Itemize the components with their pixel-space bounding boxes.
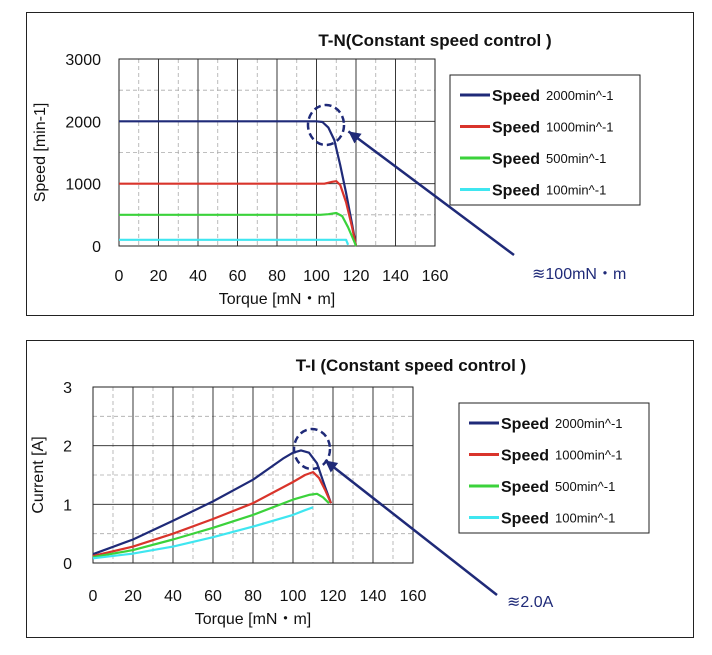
tn-chart: T-N(Constant speed control ) 0 20 40 60 80 100… — [32, 31, 641, 308]
ti-x-tick-label: 140 — [360, 588, 387, 605]
tn-legend-label: Speed — [492, 120, 540, 137]
ti-legend-label: Speed — [501, 448, 549, 465]
tn-x-tick-label: 0 — [115, 268, 124, 285]
ti-series-line-2000min1 — [92, 449, 333, 556]
ti-series-line-100min1 — [92, 506, 314, 560]
ti-chart-panel: T-I (Constant speed control ) 0 20 40 60 80 10… — [26, 340, 694, 638]
ti-legend-suffix: 2000min^-1 — [555, 416, 623, 431]
tn-y-tick-label: 3000 — [65, 52, 101, 69]
tn-chart-panel: T-N(Constant speed control ) 0 20 40 60 80 100… — [26, 12, 694, 316]
ti-y-tick-label: 0 — [63, 556, 72, 573]
tn-series-line-2000min1 — [119, 120, 358, 247]
ti-x-tick-label: 100 — [280, 588, 307, 605]
tn-series-line-100min1 — [119, 238, 350, 246]
tn-legend-label: Speed — [492, 151, 540, 168]
tn-annotation-arrow — [347, 130, 515, 257]
tn-legend-suffix: 100min^-1 — [546, 183, 606, 198]
ti-annotation-circle — [292, 427, 332, 471]
tn-y-axis-label: Speed [min-1] — [32, 103, 49, 203]
tn-x-tick-label: 100 — [303, 268, 330, 285]
ti-x-tick-label: 160 — [400, 588, 427, 605]
ti-y-tick-label: 1 — [63, 497, 72, 514]
tn-annotation-circle — [306, 103, 346, 147]
ti-legend-suffix: 100min^-1 — [555, 511, 615, 526]
ti-legend-label: Speed — [501, 511, 549, 528]
tn-x-tick-label: 80 — [268, 268, 286, 285]
tn-x-tick-label: 120 — [343, 268, 370, 285]
ti-legend — [458, 402, 650, 534]
ti-legend-label: Speed — [501, 416, 549, 433]
tn-series-line-1000min1 — [119, 180, 358, 247]
tn-annotation-arrowhead — [348, 131, 362, 144]
tn-x-tick-label: 160 — [422, 268, 449, 285]
tn-x-axis-label: Torque [mN・m] — [219, 291, 335, 308]
tn-grid — [119, 59, 435, 246]
tn-legend-label: Speed — [492, 88, 540, 105]
tn-x-tick-label: 60 — [229, 268, 247, 285]
ti-plot-area — [92, 386, 414, 564]
ti-x-tick-label: 120 — [320, 588, 347, 605]
ti-annotation-arrow — [324, 459, 498, 596]
tn-series-line-500min1 — [119, 211, 358, 247]
ti-series-line-500min1 — [92, 492, 330, 559]
ti-legend-suffix: 500min^-1 — [555, 479, 615, 494]
tn-legend — [449, 74, 641, 206]
ti-y-tick-label: 3 — [63, 380, 72, 397]
ti-y-tick-label: 2 — [63, 439, 72, 456]
ti-annotation-arrowhead — [325, 460, 339, 473]
tn-legend-label: Speed — [492, 183, 540, 200]
tn-chart-title: T-N(Constant speed control ) — [318, 31, 551, 50]
ti-x-tick-label: 80 — [244, 588, 262, 605]
ti-x-tick-label: 20 — [124, 588, 142, 605]
tn-y-tick-label: 2000 — [65, 114, 101, 131]
ti-chart-title: T-I (Constant speed control ) — [296, 356, 526, 375]
tn-x-tick-label: 20 — [150, 268, 168, 285]
ti-chart: T-I (Constant speed control )0 20 40 60 80 10… — [30, 356, 650, 628]
tn-legend-suffix: 1000min^-1 — [546, 120, 614, 135]
ti-y-axis-label: Current [A] — [30, 436, 47, 513]
ti-x-axis-label: Torque [mN・m] — [195, 611, 311, 628]
tn-x-tick-label: 140 — [382, 268, 409, 285]
tn-y-tick-label: 1000 — [65, 177, 101, 194]
tn-y-tick-label: 0 — [92, 239, 101, 256]
tn-annotation-text: ≋100mN・m — [532, 266, 626, 283]
ti-legend-suffix: 1000min^-1 — [555, 448, 623, 463]
ti-x-tick-label: 0 — [89, 588, 98, 605]
tn-legend-suffix: 500min^-1 — [546, 151, 606, 166]
ti-annotation-text: ≋2.0A — [507, 594, 554, 611]
ti-x-tick-label: 60 — [204, 588, 222, 605]
tn-plot-area — [118, 58, 436, 247]
tn-legend-suffix: 2000min^-1 — [546, 88, 614, 103]
ti-x-tick-label: 40 — [164, 588, 182, 605]
tn-x-tick-label: 40 — [189, 268, 207, 285]
ti-legend-label: Speed — [501, 479, 549, 496]
ti-series-line-1000min1 — [92, 471, 333, 558]
